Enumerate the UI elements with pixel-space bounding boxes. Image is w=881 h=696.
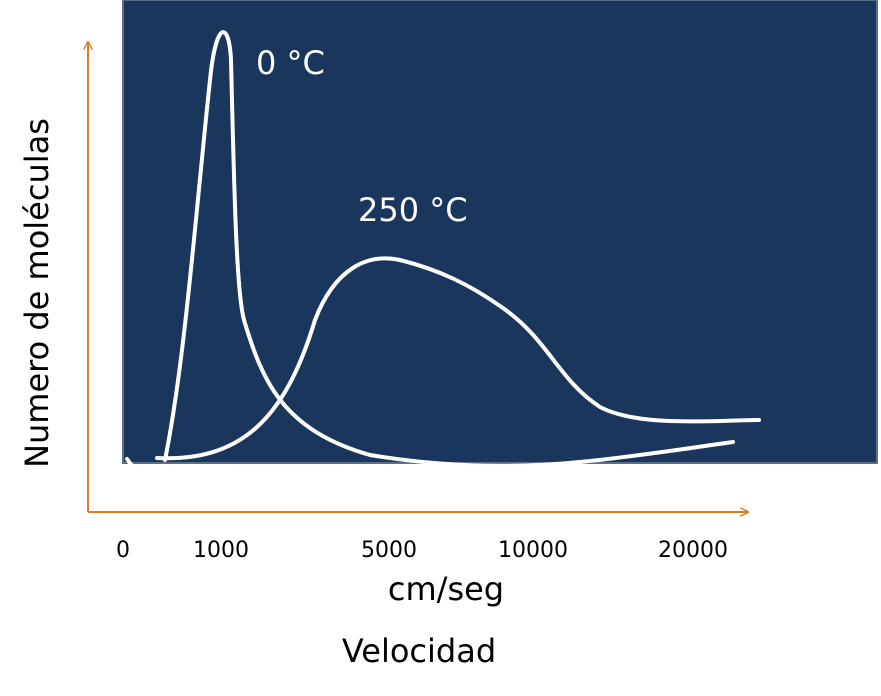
curve-250c bbox=[155, 256, 761, 461]
x-tick-label: 0 bbox=[116, 538, 130, 563]
curve-label-0c: 0 °C bbox=[256, 44, 325, 82]
curve-label-250c: 250 °C bbox=[358, 191, 468, 229]
x-tick-label: 5000 bbox=[361, 538, 417, 563]
x-tick-label: 10000 bbox=[498, 538, 568, 563]
x-axis-unit-label: cm/seg bbox=[388, 570, 504, 608]
plot-background bbox=[122, 0, 878, 464]
x-axis-label: Velocidad bbox=[342, 632, 496, 670]
y-axis-label: Numero de moléculas bbox=[18, 118, 56, 468]
x-tick-label: 20000 bbox=[658, 538, 728, 563]
curve-0c bbox=[125, 30, 735, 478]
x-tick-label: 1000 bbox=[193, 538, 249, 563]
